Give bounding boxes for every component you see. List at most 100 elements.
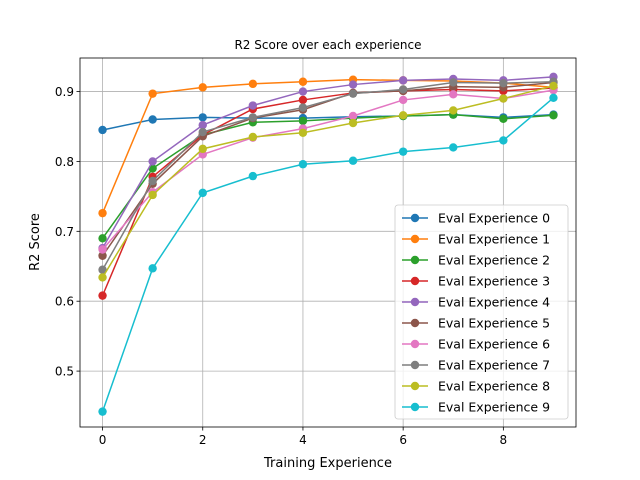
- data-point: [449, 78, 458, 87]
- y-axis-ticks: 0.5 0.6 0.7 0.8 0.9: [55, 85, 80, 379]
- legend-item: Eval Experience 9: [402, 400, 550, 415]
- data-point: [499, 78, 508, 88]
- series-line: [101, 97, 554, 412]
- data-point: [98, 265, 107, 274]
- data-point: [248, 171, 258, 181]
- data-point: [298, 77, 308, 86]
- series-line: [101, 76, 554, 249]
- data-point: [198, 113, 207, 122]
- data-point: [198, 188, 207, 198]
- x-tick-label: 8: [500, 433, 508, 447]
- legend-swatch-marker: [410, 213, 420, 223]
- data-point: [98, 407, 107, 416]
- data-point: [248, 79, 258, 89]
- series-8: [98, 81, 558, 282]
- data-point: [98, 234, 107, 243]
- data-point: [148, 89, 157, 98]
- data-point: [398, 85, 408, 94]
- series-line: [101, 85, 554, 278]
- data-point: [98, 208, 107, 218]
- data-point: [198, 83, 207, 92]
- series-9: [98, 93, 558, 416]
- legend-item: Eval Experience 8: [402, 379, 550, 394]
- data-point: [549, 93, 558, 103]
- data-point: [449, 143, 458, 152]
- y-axis-label: R2 Score: [28, 213, 43, 271]
- data-point: [549, 111, 558, 120]
- series-line: [101, 113, 554, 239]
- data-point: [298, 87, 308, 96]
- legend-swatch-marker: [410, 402, 420, 412]
- y-tick-label: 0.5: [55, 365, 74, 379]
- legend-label: Eval Experience 0: [438, 211, 550, 226]
- data-point: [198, 127, 207, 137]
- legend-swatch-marker: [410, 360, 420, 370]
- data-point: [298, 103, 308, 112]
- y-tick-label: 0.9: [55, 85, 74, 99]
- legend-swatch-marker: [410, 318, 420, 328]
- legend-label: Eval Experience 9: [438, 400, 550, 415]
- legend-item: Eval Experience 5: [402, 316, 550, 331]
- legend-item: Eval Experience 4: [402, 295, 550, 310]
- data-point: [248, 101, 258, 110]
- data-point: [549, 81, 558, 91]
- legend-swatch-marker: [410, 339, 420, 349]
- x-tick-label: 0: [99, 433, 107, 447]
- y-tick-label: 0.8: [55, 155, 74, 169]
- legend-box: [394, 204, 569, 420]
- legend-item: Eval Experience 6: [402, 337, 550, 352]
- chart-title: R2 Score over each experience: [234, 38, 421, 52]
- data-point: [499, 136, 508, 145]
- data-point: [198, 120, 207, 130]
- legend-swatch-marker: [410, 234, 420, 244]
- legend-swatch-marker: [410, 276, 420, 286]
- data-point: [298, 128, 308, 137]
- data-point: [148, 190, 157, 200]
- legend-item: Eval Experience 1: [402, 232, 550, 247]
- data-point: [148, 176, 157, 186]
- series-layer: [98, 72, 558, 416]
- y-tick-label: 0.6: [55, 295, 74, 309]
- data-point: [248, 132, 258, 142]
- data-point: [348, 156, 358, 165]
- legend-item: Eval Experience 3: [402, 274, 550, 289]
- legend-label: Eval Experience 1: [438, 232, 550, 247]
- legend-label: Eval Experience 2: [438, 253, 550, 268]
- x-axis-ticks: 0 2 4 6 8: [99, 427, 507, 447]
- data-point: [298, 160, 308, 169]
- series-line: [101, 89, 554, 250]
- data-point: [98, 251, 107, 260]
- data-point: [398, 95, 408, 105]
- legend-label: Eval Experience 6: [438, 337, 550, 352]
- plot-frame: [79, 57, 577, 428]
- legend-label: Eval Experience 5: [438, 316, 550, 331]
- data-point: [148, 115, 157, 124]
- series-7: [98, 77, 558, 274]
- data-point: [398, 111, 408, 120]
- x-tick-label: 2: [199, 433, 207, 447]
- data-point: [348, 118, 358, 128]
- legend: Eval Experience 0 Eval Experience 1 Eval E…: [394, 204, 569, 420]
- legend-label: Eval Experience 8: [438, 379, 550, 394]
- legend-item: Eval Experience 2: [402, 253, 550, 268]
- data-point: [298, 116, 308, 126]
- data-point: [499, 94, 508, 103]
- data-point: [148, 264, 157, 273]
- data-point: [98, 291, 107, 300]
- data-point: [449, 90, 458, 99]
- legend-label: Eval Experience 4: [438, 295, 550, 310]
- x-tick-label: 4: [299, 433, 307, 447]
- data-point: [248, 113, 258, 122]
- data-point: [98, 273, 107, 282]
- data-point: [98, 245, 107, 254]
- data-point: [398, 76, 408, 85]
- legend-label: Eval Experience 3: [438, 274, 550, 289]
- data-point: [148, 157, 157, 166]
- legend-swatch-marker: [410, 381, 420, 391]
- y-tick-label: 0.7: [55, 225, 74, 239]
- legend-item: Eval Experience 7: [402, 358, 550, 373]
- data-point: [348, 80, 358, 89]
- data-point: [98, 125, 107, 135]
- data-point: [348, 89, 358, 98]
